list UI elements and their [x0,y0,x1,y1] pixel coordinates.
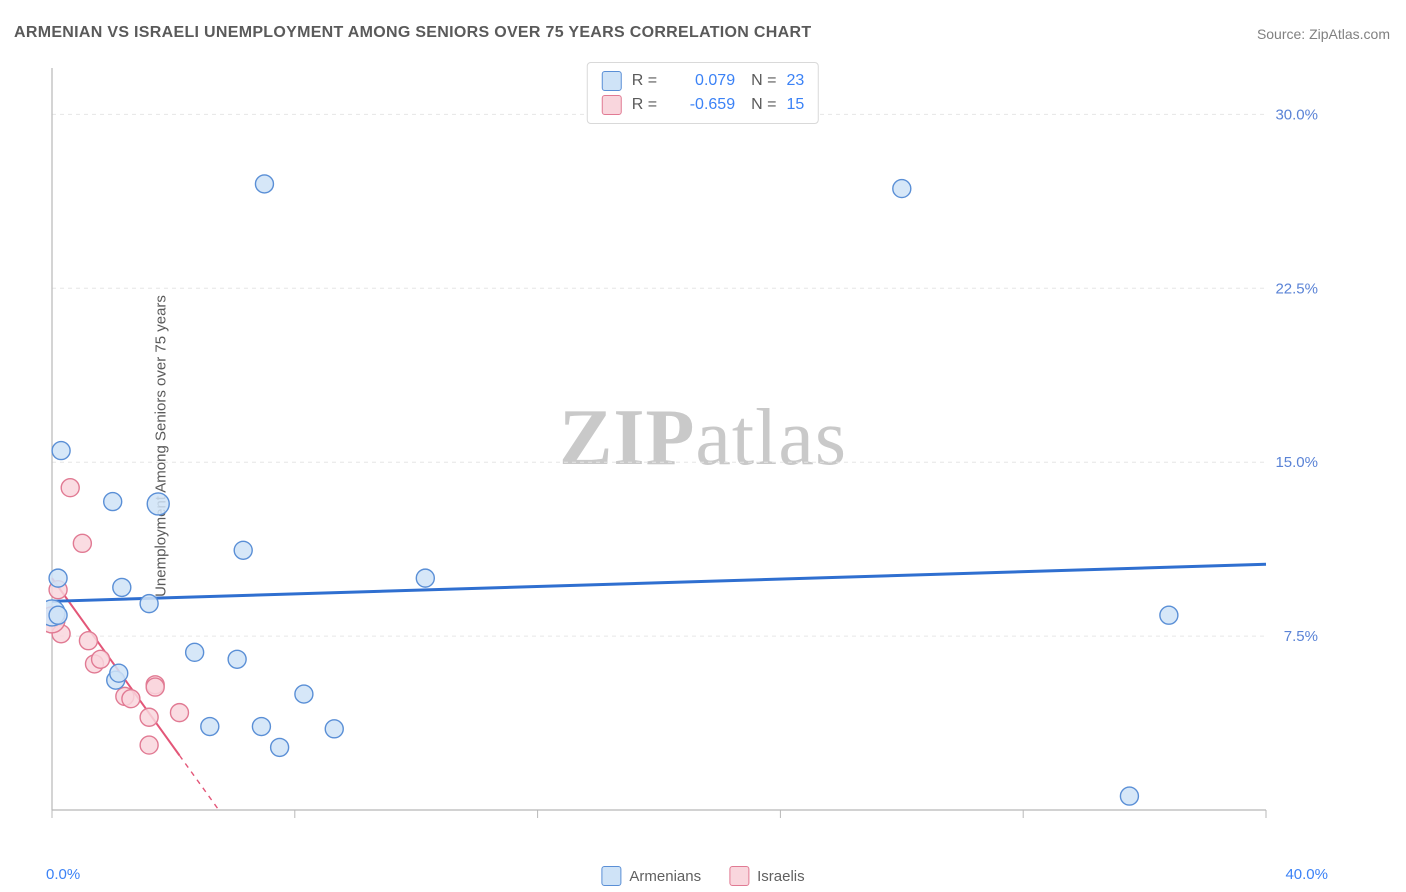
x-axis-max-label: 40.0% [1285,866,1328,883]
x-axis-min-label: 0.0% [46,866,80,883]
plot-area: 7.5% 15.0% 22.5% 30.0% [46,60,1326,840]
n-value-armenians: 23 [786,69,804,93]
r-label: R = [632,69,657,93]
n-label: N = [751,69,776,93]
legend-item-israelis: Israelis [729,866,805,886]
svg-text:7.5%: 7.5% [1284,628,1318,645]
legend-item-armenians: Armenians [601,866,701,886]
source-attribution: Source: ZipAtlas.com [1257,26,1390,42]
legend-row-israelis: R = -0.659 N = 15 [602,93,804,117]
r-value-israelis: -0.659 [667,93,735,117]
svg-text:30.0%: 30.0% [1275,106,1318,123]
r-value-armenians: 0.079 [667,69,735,93]
n-value-israelis: 15 [786,93,804,117]
chart-svg: 7.5% 15.0% 22.5% 30.0% [46,60,1326,840]
legend-row-armenians: R = 0.079 N = 23 [602,69,804,93]
correlation-legend: R = 0.079 N = 23 R = -0.659 N = 15 [587,62,819,124]
swatch-armenians [602,71,622,91]
series-legend: Armenians Israelis [601,866,804,886]
swatch-armenians-icon [601,866,621,886]
svg-text:15.0%: 15.0% [1275,454,1318,471]
swatch-israelis-icon [729,866,749,886]
svg-text:22.5%: 22.5% [1275,280,1318,297]
n-label: N = [751,93,776,117]
r-label: R = [632,93,657,117]
legend-label-israelis: Israelis [757,868,805,885]
legend-label-armenians: Armenians [629,868,701,885]
chart-container: { "title": "ARMENIAN VS ISRAELI UNEMPLOY… [0,0,1406,892]
chart-title: ARMENIAN VS ISRAELI UNEMPLOYMENT AMONG S… [14,24,811,42]
swatch-israelis [602,95,622,115]
